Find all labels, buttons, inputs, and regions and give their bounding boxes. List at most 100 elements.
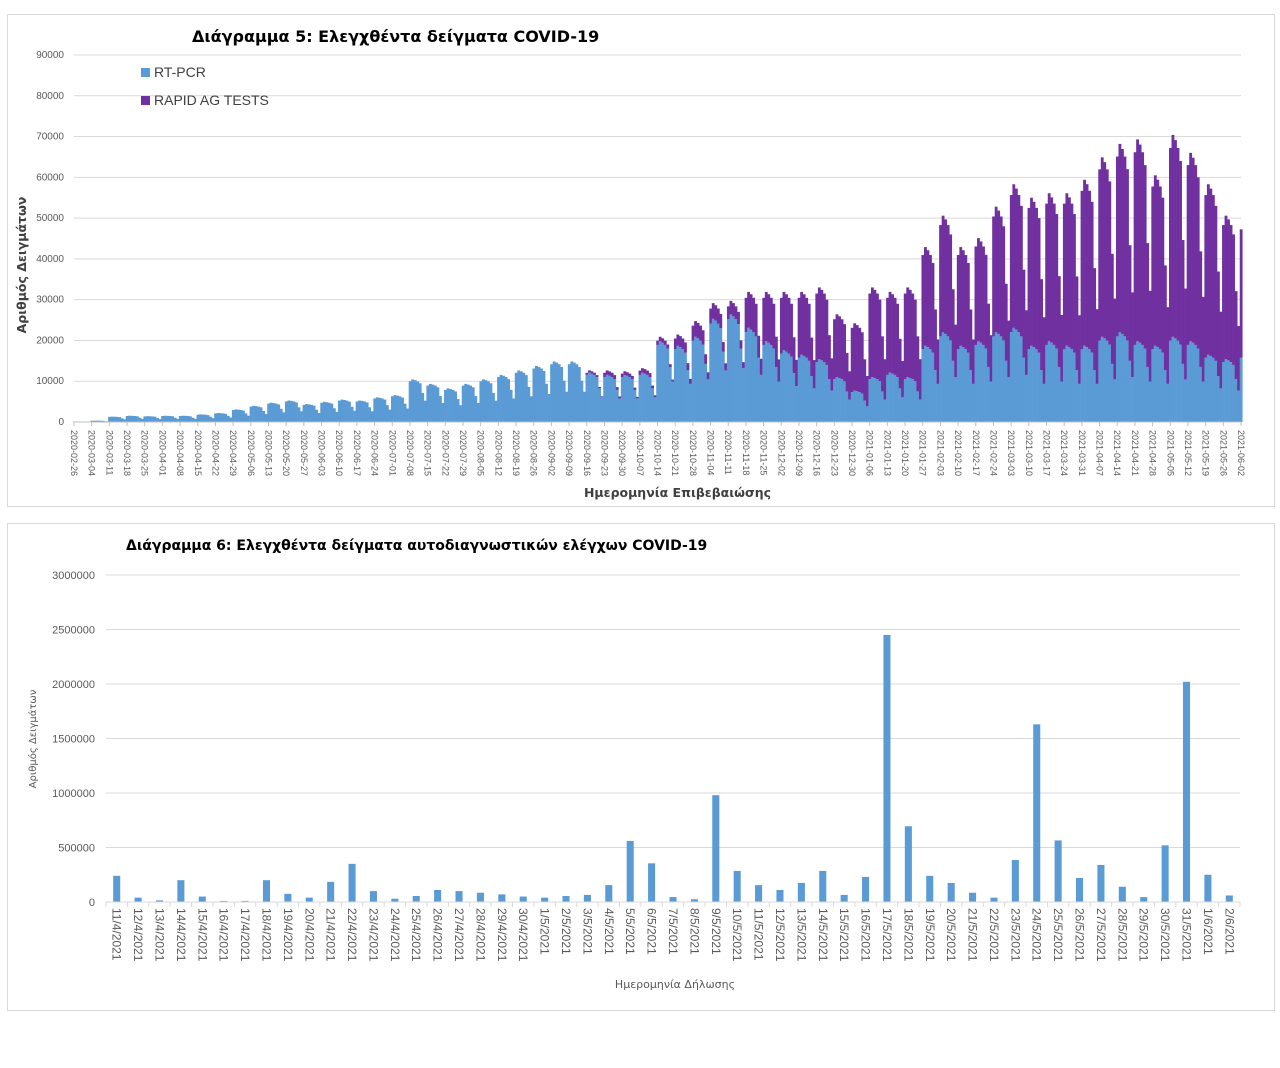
bar-rtpcr xyxy=(494,400,498,422)
bar-rtpcr xyxy=(287,400,291,422)
x-tick-label: 2020-10-07 xyxy=(635,430,645,476)
bar-rtpcr xyxy=(873,377,877,422)
bar-rapid xyxy=(1093,268,1097,371)
bar-rtpcr xyxy=(196,414,200,422)
x-tick-label: 29/4/2021 xyxy=(495,908,509,962)
x-tick-label: 2020-11-04 xyxy=(706,430,716,475)
bar-rtpcr xyxy=(337,400,341,422)
bar-rtpcr xyxy=(691,340,695,422)
bar-rapid xyxy=(1199,251,1203,367)
x-tick-label: 2021-04-21 xyxy=(1130,430,1140,476)
y-tick-label: 0 xyxy=(89,897,95,909)
bar-rtpcr xyxy=(193,418,197,422)
y-tick-label: 40000 xyxy=(36,254,64,265)
bar-rtpcr xyxy=(603,377,607,422)
bar-rapid xyxy=(969,309,973,371)
bar-rtpcr xyxy=(1070,349,1074,422)
bar-rtpcr xyxy=(704,363,708,422)
bar-rapid xyxy=(800,291,804,355)
bar-rtpcr xyxy=(913,381,917,422)
bar-rtpcr xyxy=(638,374,642,422)
bar-rtpcr xyxy=(567,364,571,422)
bar-rapid xyxy=(845,352,849,392)
x-tick-label: 29/5/2021 xyxy=(1137,908,1151,962)
y-tick-label: 60000 xyxy=(36,172,64,183)
x-tick-label: 21/4/2021 xyxy=(324,908,338,962)
bar-rtpcr xyxy=(711,318,715,422)
bar-rapid xyxy=(888,291,892,373)
bar-selftests xyxy=(1097,864,1105,902)
x-tick-label: 2021-03-10 xyxy=(1024,430,1034,476)
chart-title-selftests: Διάγραμμα 6: Ελεγχθέντα δείγματα αυτοδια… xyxy=(126,538,708,554)
bar-rapid xyxy=(903,293,907,380)
bar-rtpcr xyxy=(886,374,889,422)
bar-rapid xyxy=(716,308,720,324)
bar-rtpcr xyxy=(1108,344,1112,422)
bar-rtpcr xyxy=(1196,348,1200,422)
bar-rtpcr xyxy=(560,366,564,422)
bar-rtpcr xyxy=(527,386,531,422)
bar-selftests xyxy=(1140,897,1148,902)
legend-item-rtpcr: RT-PCR xyxy=(141,64,206,80)
x-tick-label: 11/5/2021 xyxy=(752,908,766,961)
y-tick-label: 2500000 xyxy=(52,625,95,637)
bar-rapid xyxy=(923,247,927,346)
bar-rapid xyxy=(714,305,718,321)
bar-rtpcr xyxy=(416,381,420,422)
bar-selftests xyxy=(369,891,377,902)
bar-rtpcr xyxy=(610,377,614,422)
bar-selftests xyxy=(305,897,313,902)
bar-rtpcr xyxy=(418,383,422,422)
x-tick-label: 2020-12-02 xyxy=(776,430,786,476)
bar-rapid xyxy=(742,362,745,369)
bar-rtpcr xyxy=(868,379,872,422)
bar-rtpcr xyxy=(214,413,218,422)
bar-rtpcr xyxy=(620,377,624,422)
bar-rtpcr xyxy=(388,409,392,422)
bar-rtpcr xyxy=(934,370,937,422)
bar-rtpcr xyxy=(732,316,735,422)
bar-rtpcr xyxy=(820,360,824,422)
bar-rtpcr xyxy=(449,388,452,422)
bar-rtpcr xyxy=(206,415,210,422)
bar-rapid xyxy=(615,387,619,390)
bar-rtpcr xyxy=(785,351,788,422)
x-tick-label: 2/6/2021 xyxy=(1222,908,1236,955)
x-tick-label: 2021-03-24 xyxy=(1059,430,1069,476)
y-tick-label: 10000 xyxy=(36,376,64,387)
bar-rtpcr xyxy=(380,398,384,422)
x-tick-label: 11/4/2021 xyxy=(110,908,124,961)
bar-rapid xyxy=(858,327,862,393)
bar-rtpcr xyxy=(332,408,336,422)
bar-rtpcr xyxy=(355,401,359,422)
bar-rtpcr xyxy=(446,388,450,422)
x-tick-label: 27/4/2021 xyxy=(452,908,466,962)
bar-rtpcr xyxy=(689,383,692,422)
bar-rapid xyxy=(711,303,715,319)
bar-rapid xyxy=(810,337,814,377)
bar-rapid xyxy=(747,291,750,328)
bar-rtpcr xyxy=(1181,363,1185,422)
bar-rapid xyxy=(1189,152,1193,342)
bar-rtpcr xyxy=(514,372,518,422)
bar-rtpcr xyxy=(408,381,412,422)
bar-rtpcr xyxy=(1206,354,1210,422)
bar-rapid xyxy=(643,369,647,374)
bar-rtpcr xyxy=(1189,341,1193,422)
bar-rapid xyxy=(833,319,836,380)
bar-selftests xyxy=(262,880,271,902)
bar-rtpcr xyxy=(115,416,119,422)
bar-rapid xyxy=(1201,296,1205,382)
bar-rtpcr xyxy=(492,392,495,422)
bar-rapid xyxy=(1057,276,1061,367)
bar-rtpcr xyxy=(90,420,94,422)
bar-rapid xyxy=(926,250,930,348)
bar-selftests xyxy=(155,900,164,902)
bar-rapid xyxy=(891,294,894,374)
bar-rtpcr xyxy=(992,336,996,422)
bar-rtpcr xyxy=(375,397,379,422)
bar-rapid xyxy=(744,297,748,333)
bar-rapid xyxy=(805,297,809,358)
bar-rtpcr xyxy=(497,377,500,422)
bar-rapid xyxy=(610,372,614,378)
